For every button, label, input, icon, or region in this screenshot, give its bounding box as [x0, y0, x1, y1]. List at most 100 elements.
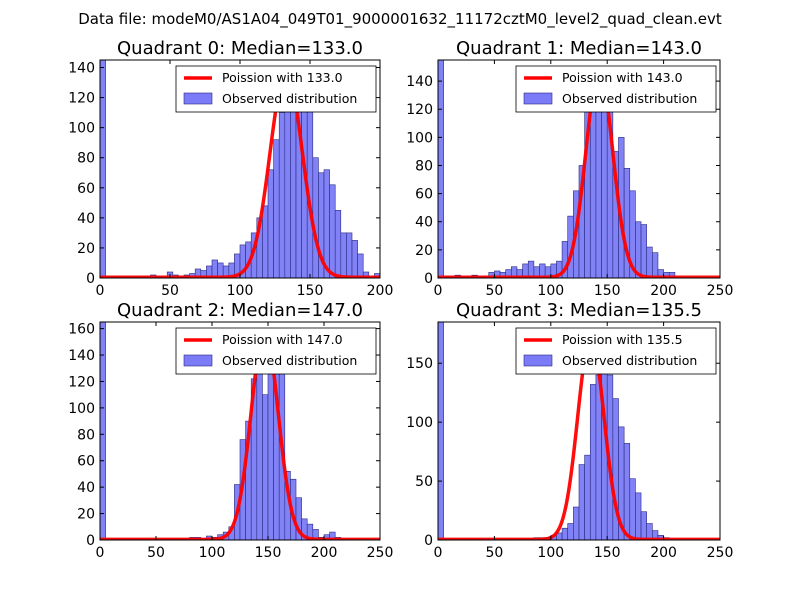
y-tick-label: 20	[77, 507, 95, 523]
histogram-bar	[346, 232, 353, 278]
histogram-bar	[267, 169, 274, 278]
histogram-bar	[589, 384, 597, 540]
x-tick-label: 150	[594, 545, 621, 561]
x-tick-label: 50	[161, 283, 179, 299]
poisson-curve	[438, 68, 720, 278]
histogram-bar	[211, 259, 218, 278]
x-tick-label: 50	[485, 545, 503, 561]
y-tick-label: 60	[415, 187, 433, 203]
histogram-bar	[438, 322, 444, 540]
legend: Poission with 135.5 Observed distribution	[515, 327, 717, 375]
y-tick-label: 80	[77, 151, 95, 167]
y-tick-label: 20	[415, 243, 433, 259]
x-tick-label: 50	[485, 283, 503, 299]
y-tick-label: 0	[424, 533, 433, 549]
x-tick-label: 0	[434, 545, 443, 561]
x-tick-label: 50	[147, 545, 165, 561]
y-tick-label: 40	[415, 215, 433, 231]
x-tick-label: 150	[255, 545, 282, 561]
histogram-bar	[262, 205, 269, 278]
legend-box	[515, 65, 717, 113]
axes-frame	[99, 321, 381, 541]
histogram-bar	[273, 139, 280, 278]
histogram-bar	[100, 60, 106, 278]
panel-plot-area	[438, 322, 720, 540]
histogram-bar	[256, 362, 263, 540]
histogram-bar	[601, 97, 608, 278]
histogram-bar	[584, 454, 591, 540]
legend-label-poisson: Poission with 133.0	[222, 70, 343, 85]
histogram-bar	[567, 523, 574, 540]
y-tick-label: 120	[68, 374, 95, 390]
poisson-curve	[100, 69, 380, 278]
legend: Poission with 133.0 Observed distribution	[175, 65, 377, 113]
x-tick-label: 250	[707, 545, 734, 561]
histogram-bar	[668, 272, 676, 278]
legend: Poission with 143.0 Observed distribution	[515, 65, 717, 113]
histogram-bar	[629, 478, 636, 540]
axes-frame	[437, 59, 721, 279]
panel-title: Quadrant 1: Median=143.0	[456, 38, 702, 59]
y-tick-label: 40	[77, 211, 95, 227]
x-tick-label: 0	[96, 545, 105, 561]
histogram-bar	[652, 252, 659, 278]
y-tick-label: 80	[77, 427, 95, 443]
y-tick-label: 0	[86, 533, 95, 549]
y-tick-label: 140	[68, 61, 95, 77]
legend-label-observed: Observed distribution	[562, 91, 697, 106]
histogram-bar	[284, 97, 291, 278]
histogram-bar	[646, 523, 653, 540]
poisson-curve	[438, 334, 720, 540]
histogram-bar	[312, 157, 319, 278]
legend-bar-swatch	[523, 92, 553, 105]
x-tick-label: 150	[594, 283, 621, 299]
histogram-bar	[646, 246, 653, 278]
axes-frame	[437, 321, 721, 541]
y-tick-label: 140	[406, 74, 433, 90]
legend-box	[175, 327, 377, 375]
histogram-bar	[438, 60, 444, 278]
y-tick-label: 140	[68, 348, 95, 364]
histogram-bar	[100, 322, 106, 540]
y-tick-label: 0	[86, 271, 95, 287]
y-tick-label: 150	[406, 356, 433, 372]
y-tick-label: 40	[77, 480, 95, 496]
histogram-bar	[351, 240, 358, 278]
figure-suptitle: Data file: modeM0/AS1A04_049T01_90000016…	[78, 10, 722, 29]
histogram-bar	[340, 232, 347, 278]
histogram-bar	[578, 464, 585, 540]
legend-bar-swatch	[523, 354, 553, 367]
legend-bar-swatch	[183, 92, 213, 105]
legend: Poission with 147.0 Observed distribution	[175, 327, 377, 375]
y-tick-label: 100	[68, 121, 95, 137]
x-tick-label: 250	[367, 545, 394, 561]
panel-1: 0 50 100 150 200 250 0 20 40 60 80 100 120 140 Quadran…	[406, 38, 733, 299]
panel-plot-area	[438, 60, 720, 278]
legend-bar-swatch	[183, 354, 213, 367]
x-tick-label: 200	[311, 545, 338, 561]
legend-label-poisson: Poission with 147.0	[222, 332, 343, 347]
histogram-bar	[262, 394, 269, 540]
histogram-bar	[329, 531, 336, 540]
panel-plot-area	[100, 322, 380, 540]
x-tick-label: 0	[434, 283, 443, 299]
legend-box	[515, 327, 717, 375]
y-tick-label: 160	[68, 322, 95, 338]
histogram-bar	[357, 253, 364, 278]
histogram-bar	[635, 221, 642, 278]
y-tick-label: 100	[406, 415, 433, 431]
x-tick-label: 100	[537, 283, 564, 299]
panel-title: Quadrant 0: Median=133.0	[117, 38, 363, 59]
legend-label-observed: Observed distribution	[222, 353, 357, 368]
histogram-bar	[635, 492, 642, 540]
x-tick-label: 100	[537, 545, 564, 561]
histogram-bar	[561, 527, 569, 540]
panel-title: Quadrant 2: Median=147.0	[117, 300, 363, 321]
y-tick-label: 120	[406, 102, 433, 118]
x-tick-label: 100	[199, 545, 226, 561]
panel-3: 0 50 100 150 200 250 0 50 100 150 Quadrant 3: Medi…	[406, 300, 733, 561]
histogram-bar	[595, 108, 602, 278]
histogram-bar	[329, 184, 336, 278]
poisson-curve	[100, 328, 380, 540]
